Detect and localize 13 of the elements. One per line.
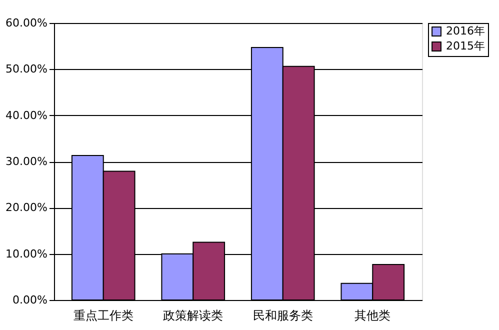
x-tick-label: 其他类 (354, 308, 391, 322)
x-tick-label: 民和服务类 (252, 308, 313, 322)
legend-label: 2016年 (446, 24, 485, 38)
y-tick-label: 30.00% (6, 155, 48, 168)
y-tick-label: 60.00% (6, 16, 48, 30)
y-tick-label: 40.00% (6, 108, 48, 122)
x-tick-label: 政策解读类 (163, 308, 224, 322)
y-tick-label: 10.00% (6, 247, 48, 260)
y-tick-label: 20.00% (6, 201, 48, 214)
x-tick-label: 重点工作类 (73, 308, 134, 322)
y-tick-label: 0.00% (12, 294, 48, 306)
y-tick-label: 50.00% (6, 62, 48, 76)
legend-label: 2015年 (446, 40, 485, 52)
